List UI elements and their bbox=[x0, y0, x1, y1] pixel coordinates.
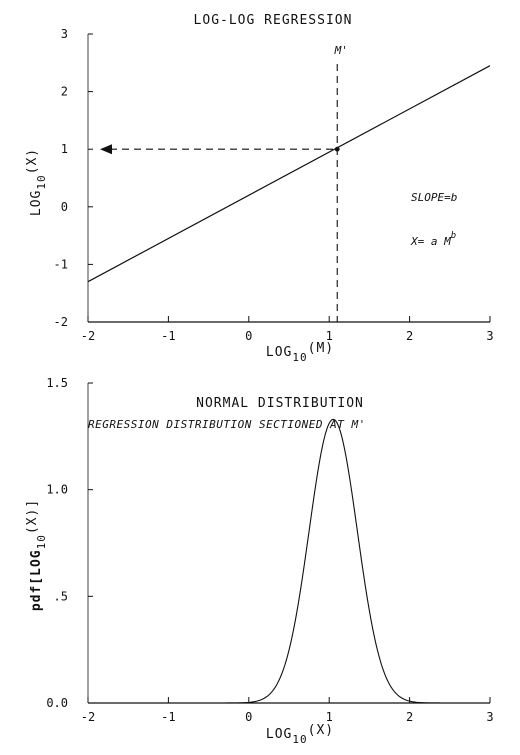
loglog-x-tick-label: -1 bbox=[161, 329, 175, 343]
normal-pdf-curve bbox=[88, 418, 490, 704]
loglog-x-tick-label: 0 bbox=[245, 329, 252, 343]
loglog-y-tick-label: 0 bbox=[61, 200, 68, 214]
loglog-y-tick-label: 2 bbox=[61, 85, 68, 99]
normal-x-tick-label: -2 bbox=[81, 710, 95, 724]
regression-line bbox=[87, 65, 491, 283]
marker-point bbox=[334, 146, 340, 152]
loglog-x-tick-label: 2 bbox=[406, 329, 413, 343]
normal-y-tick-label: 1.0 bbox=[46, 483, 68, 497]
equation-annotation: X= a Mb bbox=[410, 231, 456, 248]
normal-y-label-sub: 10 bbox=[35, 534, 48, 549]
loglog-x-label-sub: 10 bbox=[292, 351, 307, 364]
loglog-x-tick-label: 3 bbox=[486, 329, 493, 343]
loglog-y-label-main: LOG bbox=[29, 190, 44, 216]
loglog-y-ticks: -2 -1 0 1 2 3 bbox=[54, 27, 93, 329]
marker-label: M' bbox=[334, 44, 348, 57]
normal-x-label-sub: 10 bbox=[292, 733, 307, 746]
panel-normal: NORMAL DISTRIBUTION REGRESSION DISTRIBUT… bbox=[25, 376, 494, 746]
loglog-y-tick-label: -2 bbox=[54, 315, 68, 329]
normal-x-label-main: LOG bbox=[266, 727, 292, 742]
loglog-y-tick-label: 3 bbox=[61, 27, 68, 41]
normal-y-label-main: pdf[LOG bbox=[29, 549, 44, 611]
loglog-x-label: LOG10(M) bbox=[266, 341, 334, 364]
normal-title: NORMAL DISTRIBUTION bbox=[196, 396, 364, 411]
loglog-axes bbox=[87, 34, 490, 323]
normal-x-tick-label: 0 bbox=[245, 710, 252, 724]
loglog-x-tick-label: -2 bbox=[81, 329, 95, 343]
loglog-title: LOG-LOG REGRESSION bbox=[194, 13, 353, 28]
normal-axes bbox=[87, 383, 490, 704]
normal-y-label-var: (X)] bbox=[25, 499, 40, 534]
normal-x-tick-label: -1 bbox=[161, 710, 175, 724]
equation-exponent: b bbox=[451, 231, 456, 241]
normal-y-tick-label: .5 bbox=[54, 589, 68, 603]
loglog-x-label-var: (M) bbox=[308, 341, 334, 356]
loglog-x-label-main: LOG bbox=[266, 345, 292, 360]
loglog-y-label: LOG10(X) bbox=[25, 148, 48, 216]
normal-x-tick-label: 3 bbox=[486, 710, 493, 724]
loglog-x-tick-label: 1 bbox=[326, 329, 333, 343]
normal-x-label-var: (X) bbox=[308, 723, 334, 738]
loglog-y-label-sub: 10 bbox=[35, 174, 48, 189]
loglog-y-label-var: (X) bbox=[25, 148, 40, 174]
normal-x-ticks: -2 -1 0 1 2 3 bbox=[81, 697, 494, 724]
loglog-y-tick-label: 1 bbox=[61, 142, 68, 156]
normal-x-tick-label: 1 bbox=[326, 710, 333, 724]
loglog-x-ticks: -2 -1 0 1 2 3 bbox=[81, 316, 494, 343]
normal-y-ticks: 0.0 .5 1.0 1.5 bbox=[46, 376, 93, 710]
normal-y-tick-label: 0.0 bbox=[46, 696, 68, 710]
slope-annotation: SLOPE=b bbox=[411, 191, 457, 204]
normal-y-label: pdf[LOG10(X)] bbox=[25, 499, 48, 611]
normal-x-label: LOG10(X) bbox=[266, 723, 334, 746]
normal-x-tick-label: 2 bbox=[406, 710, 413, 724]
normal-y-tick-label: 1.5 bbox=[46, 376, 68, 390]
equation-base: X= a M bbox=[410, 235, 451, 248]
loglog-y-tick-label: -1 bbox=[54, 257, 68, 271]
arrowhead-left-icon bbox=[100, 144, 112, 155]
normal-subtitle: REGRESSION DISTRIBUTION SECTIONED AT M' bbox=[88, 418, 366, 431]
